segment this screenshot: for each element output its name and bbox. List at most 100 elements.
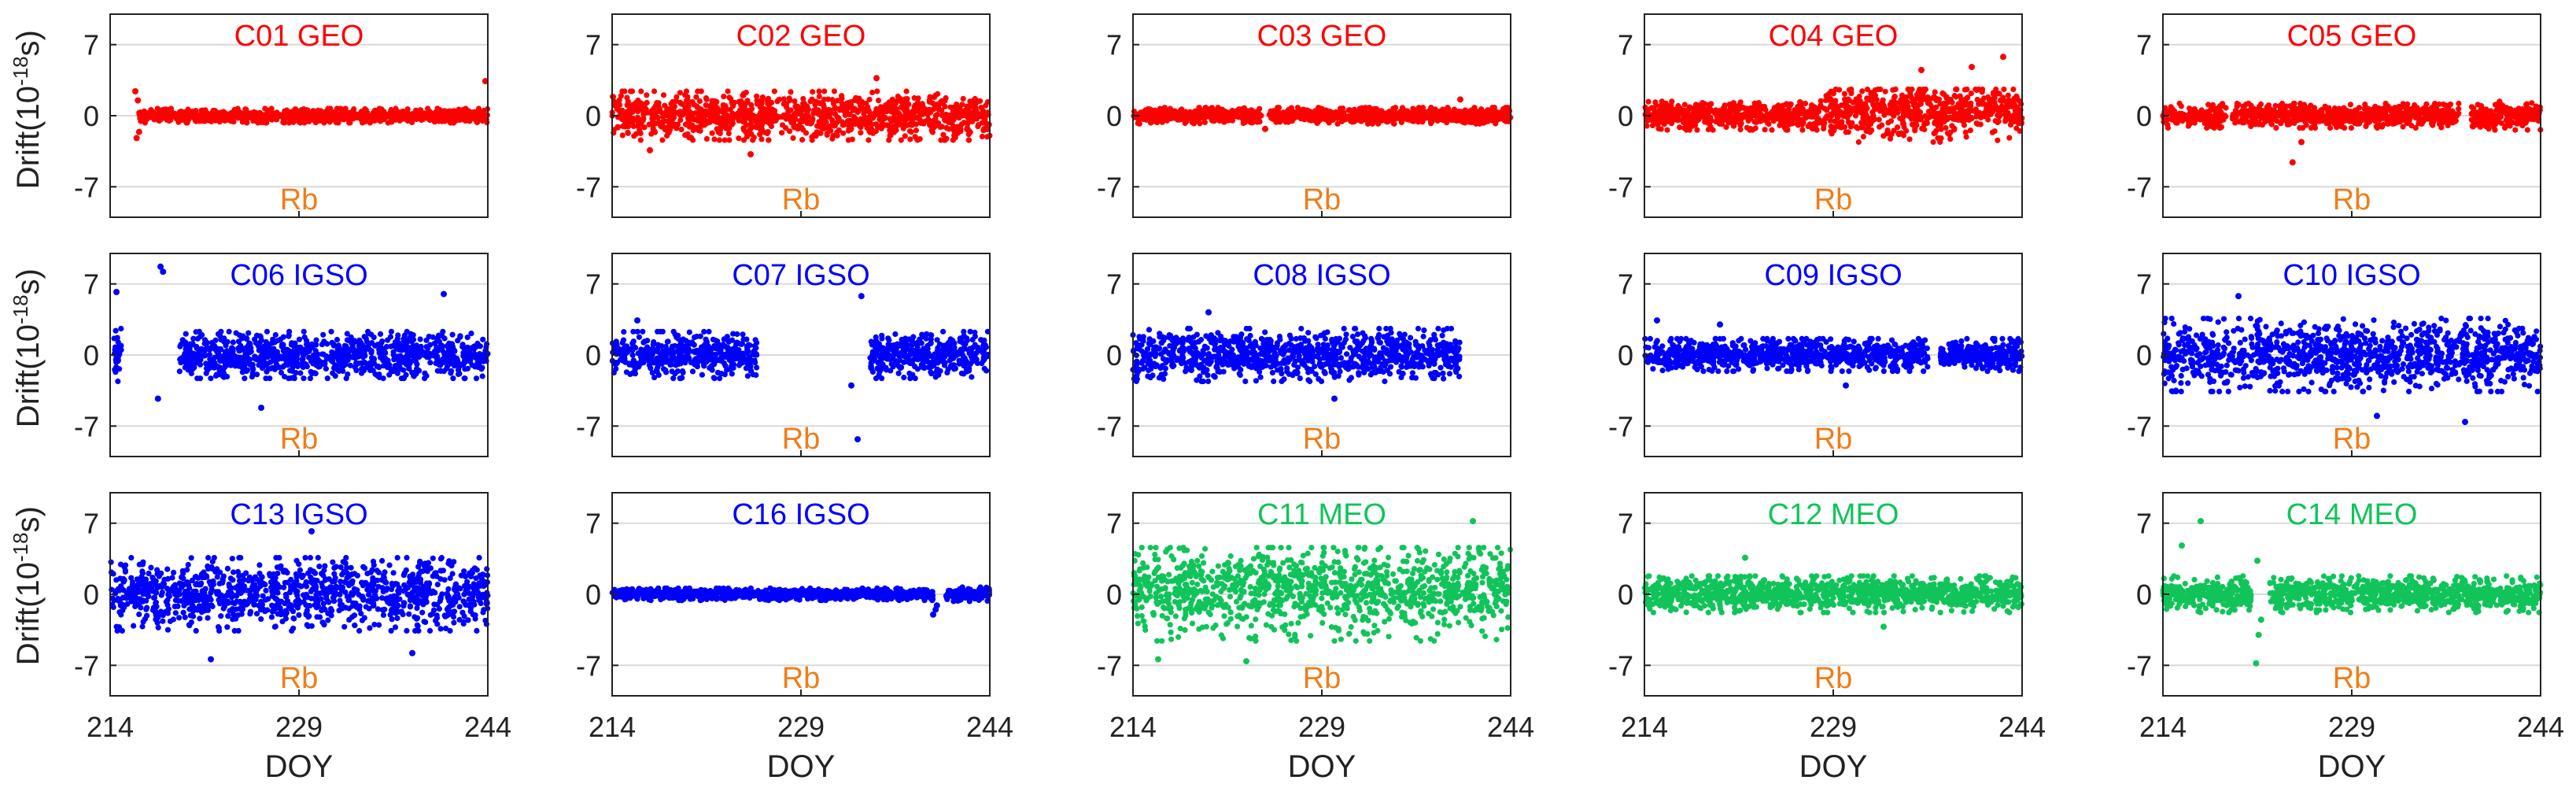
data-point [659, 124, 664, 130]
data-point [1694, 116, 1699, 121]
data-point [1234, 109, 1240, 115]
data-point [904, 123, 910, 128]
data-point [1427, 114, 1433, 120]
data-point [1249, 107, 1254, 113]
data-point [1875, 87, 1880, 92]
data-point [817, 111, 823, 116]
data-point [792, 116, 798, 121]
data-point [899, 122, 904, 128]
data-point [697, 98, 703, 104]
data-point [373, 116, 378, 122]
data-point [943, 113, 948, 119]
data-point [1891, 99, 1896, 105]
data-point [184, 120, 190, 125]
data-point [2192, 106, 2198, 112]
data-point [456, 113, 461, 119]
data-point [311, 116, 316, 121]
data-point [2006, 112, 2011, 117]
data-point [762, 111, 768, 116]
data-point [766, 129, 771, 135]
data-point [1939, 135, 1944, 141]
data-point [338, 115, 343, 120]
data-point [1755, 114, 1761, 120]
data-point [1947, 109, 1953, 114]
data-point [677, 117, 683, 123]
data-point [827, 111, 832, 116]
data-point [634, 105, 640, 110]
data-point [1390, 108, 1396, 113]
data-point [851, 108, 856, 113]
data-point [935, 91, 940, 97]
data-point [1812, 113, 1818, 118]
data-point [1338, 111, 1344, 116]
data-point [622, 88, 627, 94]
data-point [1741, 105, 1747, 111]
data-point [231, 107, 237, 113]
clock-type-label: Rb [782, 183, 821, 216]
data-point [1846, 129, 1851, 135]
data-point [1955, 111, 1961, 116]
data-point [1689, 124, 1695, 129]
data-point [168, 105, 174, 111]
data-point [865, 105, 870, 110]
data-point [983, 102, 988, 108]
data-point [350, 116, 356, 121]
data-point [327, 109, 332, 115]
data-point [938, 124, 943, 130]
data-point [1706, 127, 1711, 132]
data-point [846, 137, 851, 142]
data-point [1891, 104, 1896, 109]
data-point [736, 135, 741, 141]
data-point [1940, 113, 1946, 118]
data-point [1707, 115, 1713, 120]
data-point [1696, 109, 1702, 115]
data-point [758, 136, 764, 142]
data-point [142, 113, 147, 118]
data-point [642, 124, 648, 130]
data-point [842, 103, 847, 109]
data-point [1995, 138, 2000, 143]
data-point [1428, 120, 1434, 126]
data-point [906, 112, 912, 117]
data-point [1816, 109, 1821, 114]
data-point [311, 108, 316, 113]
data-point [740, 93, 746, 98]
data-point [644, 107, 649, 113]
data-point [1190, 120, 1195, 125]
data-point [615, 125, 621, 131]
data-point [1799, 128, 1805, 133]
data-point [375, 111, 380, 116]
data-point [1694, 128, 1699, 133]
data-point [902, 133, 908, 139]
data-point [1349, 113, 1354, 119]
data-point [2220, 103, 2225, 109]
data-point [766, 137, 771, 142]
data-point [899, 105, 904, 110]
data-point [828, 128, 833, 134]
data-point [856, 96, 862, 102]
data-point [882, 116, 888, 121]
data-point [1707, 102, 1713, 107]
data-point [1843, 101, 1848, 106]
outlier-point [1918, 67, 1925, 73]
data-point [214, 109, 220, 115]
data-point [1916, 94, 1921, 99]
data-point [1317, 113, 1323, 119]
data-point [801, 102, 806, 107]
data-point [2002, 118, 2008, 124]
data-point [1921, 88, 1927, 94]
data-point [1778, 121, 1784, 127]
data-point [772, 88, 777, 94]
data-point [1656, 126, 1662, 131]
data-point [637, 127, 642, 132]
data-point [1995, 113, 2000, 118]
data-point [1316, 105, 1321, 110]
data-point [1666, 111, 1671, 116]
data-point [629, 120, 635, 125]
outlier-point [1969, 64, 1975, 70]
data-point [717, 137, 722, 142]
data-point [821, 88, 827, 94]
data-point [1137, 121, 1142, 127]
data-point [1847, 120, 1852, 126]
